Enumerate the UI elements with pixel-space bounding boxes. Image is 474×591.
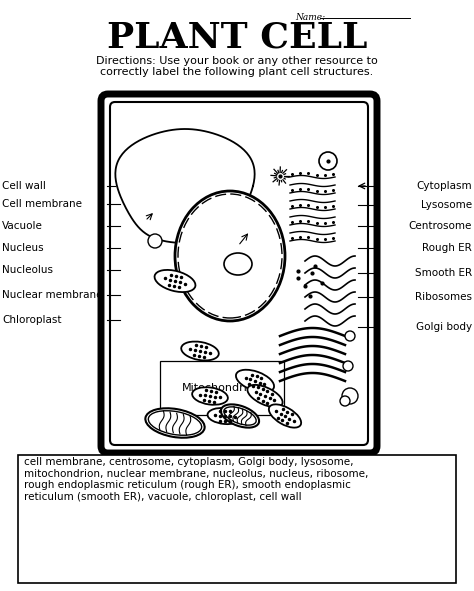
Ellipse shape [236, 370, 274, 392]
Text: Mitochondrion: Mitochondrion [182, 383, 262, 393]
Ellipse shape [269, 404, 301, 428]
Ellipse shape [247, 385, 283, 407]
Ellipse shape [175, 191, 285, 321]
Text: Centrosome: Centrosome [409, 222, 472, 232]
Text: Vacuole: Vacuole [2, 221, 43, 231]
Text: Chloroplast: Chloroplast [2, 314, 62, 324]
Text: Smooth ER: Smooth ER [415, 268, 472, 278]
Ellipse shape [224, 253, 252, 275]
Ellipse shape [181, 342, 219, 361]
Circle shape [319, 152, 337, 170]
Text: Nucleolus: Nucleolus [2, 265, 53, 275]
Circle shape [345, 331, 355, 341]
Circle shape [148, 234, 162, 248]
Ellipse shape [221, 404, 259, 428]
Text: Golgi body: Golgi body [416, 323, 472, 332]
Text: Nuclear membrane: Nuclear membrane [2, 290, 102, 300]
Text: Name:: Name: [295, 14, 325, 22]
Text: Cell wall: Cell wall [2, 181, 46, 191]
Text: Ribosomes: Ribosomes [415, 292, 472, 302]
Ellipse shape [155, 270, 195, 292]
Ellipse shape [192, 387, 228, 405]
FancyBboxPatch shape [101, 94, 377, 453]
Circle shape [342, 388, 358, 404]
Text: PLANT CELL: PLANT CELL [107, 21, 367, 55]
Circle shape [340, 396, 350, 406]
Text: Cell membrane: Cell membrane [2, 199, 82, 209]
Text: Directions: Use your book or any other resource to: Directions: Use your book or any other r… [96, 56, 378, 66]
Polygon shape [115, 129, 255, 243]
Text: correctly label the following plant cell structures.: correctly label the following plant cell… [100, 67, 374, 77]
Ellipse shape [208, 408, 242, 424]
Text: cell membrane, centrosome, cytoplasm, Golgi body, lysosome,
mitochondrion, nucle: cell membrane, centrosome, cytoplasm, Go… [24, 457, 368, 502]
Circle shape [343, 361, 353, 371]
Text: Cytoplasm: Cytoplasm [416, 181, 472, 191]
Text: Rough ER: Rough ER [422, 243, 472, 253]
Ellipse shape [146, 408, 205, 438]
Text: Lysosome: Lysosome [421, 200, 472, 210]
Text: Nucleus: Nucleus [2, 243, 44, 253]
FancyBboxPatch shape [18, 455, 456, 583]
